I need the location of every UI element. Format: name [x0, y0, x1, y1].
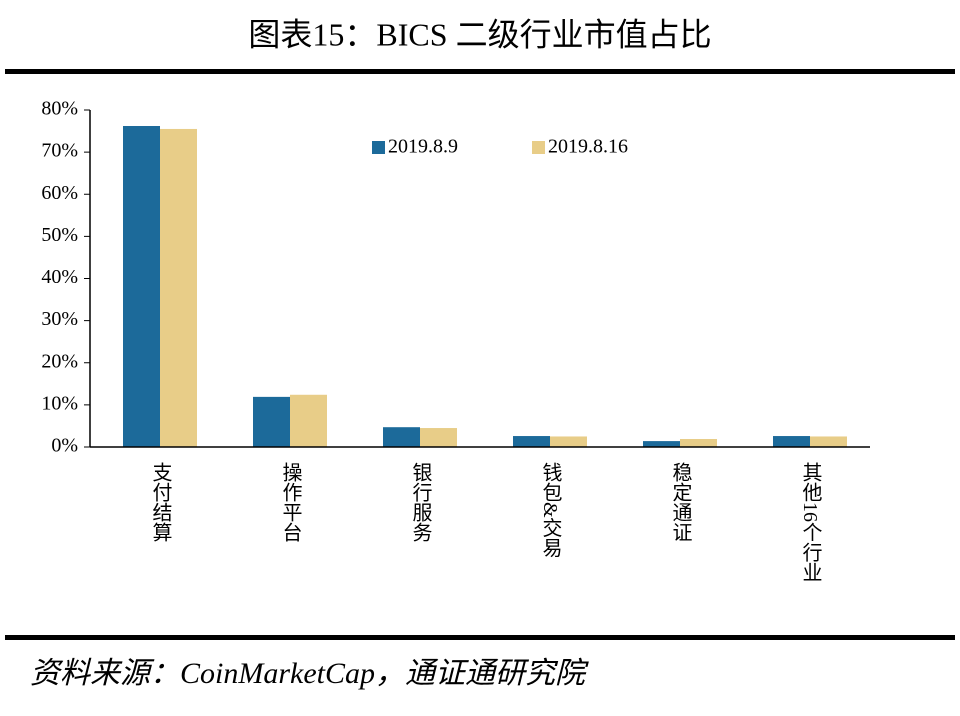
bar [420, 428, 457, 447]
y-tick-label: 50% [41, 224, 78, 246]
y-tick-label: 60% [41, 182, 78, 204]
bar [383, 427, 420, 447]
bar [550, 436, 587, 447]
legend-label: 2019.8.9 [388, 136, 458, 158]
y-tick-label: 20% [41, 350, 78, 372]
bar [773, 436, 810, 447]
y-tick-label: 80% [41, 98, 78, 120]
x-tick-label: 操作平台 [279, 462, 302, 542]
legend-swatch [372, 141, 385, 154]
x-tick-label: 钱包&交易 [539, 462, 562, 559]
y-tick-label: 0% [51, 435, 78, 457]
bar [123, 126, 160, 447]
bar [680, 438, 717, 447]
y-tick-label: 40% [41, 266, 78, 288]
bar [643, 441, 680, 447]
legend-label: 2019.8.16 [548, 136, 628, 158]
bar [253, 396, 290, 447]
title-rule [5, 69, 955, 74]
y-tick-label: 10% [41, 392, 78, 414]
x-tick-label: 稳定通证 [669, 462, 692, 542]
y-tick-label: 70% [41, 140, 78, 162]
footer-rule [5, 635, 955, 640]
bar [810, 436, 847, 447]
bar [160, 128, 197, 448]
x-tick-label: 银行服务 [409, 462, 432, 542]
x-tick-label: 支付结算 [149, 462, 172, 542]
source-note: 资料来源：CoinMarketCap，通证通研究院 [30, 657, 589, 690]
chart-title: 图表15：BICS 二级行业市值占比 [248, 16, 711, 52]
y-tick-label: 30% [41, 308, 78, 330]
bar [513, 436, 550, 447]
legend-swatch [532, 141, 545, 154]
bar [290, 394, 327, 447]
x-tick-label: 其他16个行业 [799, 462, 822, 582]
